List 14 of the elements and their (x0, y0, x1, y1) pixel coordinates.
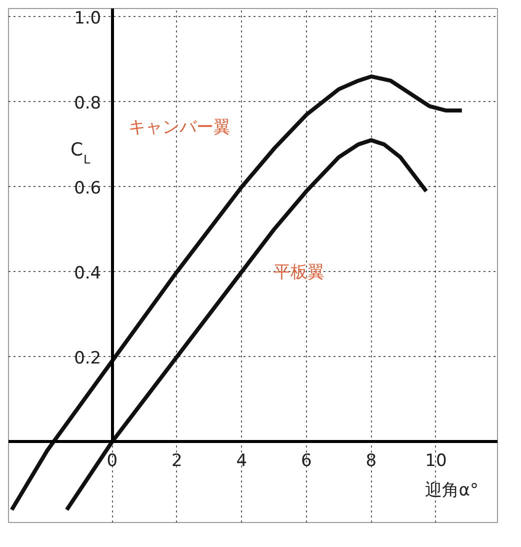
y-tick-label: 1.0 (74, 8, 102, 28)
y-tick-label: 0.6 (74, 178, 102, 198)
annotation: 平板翼 (274, 262, 324, 282)
y-tick-label: 0.2 (74, 348, 102, 368)
annotation: キャンバー翼 (128, 118, 230, 138)
y-tick-label: 0.8 (74, 93, 102, 114)
x-axis-title: 迎角α° (424, 480, 479, 500)
x-tick-label: 2 (171, 450, 182, 471)
y-tick-label: 0.4 (74, 263, 102, 284)
x-tick-label: 4 (236, 450, 248, 471)
x-tick-label: 8 (366, 450, 377, 471)
x-tick-label: 10 (425, 450, 447, 471)
x-tick-label: 6 (301, 450, 312, 471)
x-tick-label: 0 (106, 450, 118, 471)
